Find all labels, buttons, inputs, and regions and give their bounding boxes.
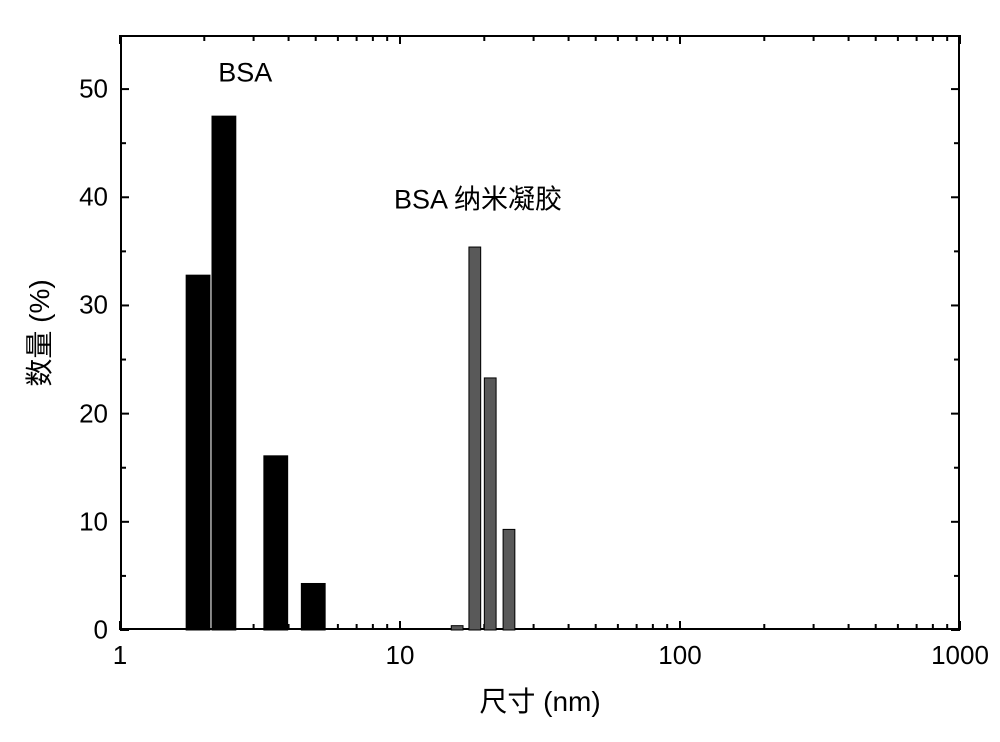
svg-layer	[0, 0, 1000, 742]
y-tick-label: 0	[94, 615, 108, 646]
chart-annotation: BSA 纳米凝胶	[394, 178, 562, 217]
y-tick-label: 50	[79, 74, 108, 105]
bar	[212, 116, 236, 630]
y-axis-label: 数量 (%)	[18, 279, 58, 386]
x-axis-label: 尺寸 (nm)	[479, 680, 600, 720]
bar	[451, 626, 463, 630]
x-tick-label: 100	[658, 640, 701, 671]
y-tick-label: 20	[79, 398, 108, 429]
chart-annotation: BSA	[218, 57, 272, 88]
bar	[503, 529, 515, 630]
x-tick-label: 10	[386, 640, 415, 671]
bar	[264, 456, 288, 630]
y-tick-label: 40	[79, 182, 108, 213]
bar	[484, 378, 496, 630]
bar	[469, 247, 481, 630]
y-tick-label: 30	[79, 290, 108, 321]
figure-root: 数量 (%) 尺寸 (nm) 1 10 100 1000 0 10 20 30 40 50 BSA…	[0, 0, 1000, 742]
bar	[301, 583, 325, 630]
y-tick-label: 10	[79, 506, 108, 537]
bar	[186, 275, 210, 630]
x-tick-label: 1000	[931, 640, 989, 671]
x-tick-label: 1	[113, 640, 127, 671]
